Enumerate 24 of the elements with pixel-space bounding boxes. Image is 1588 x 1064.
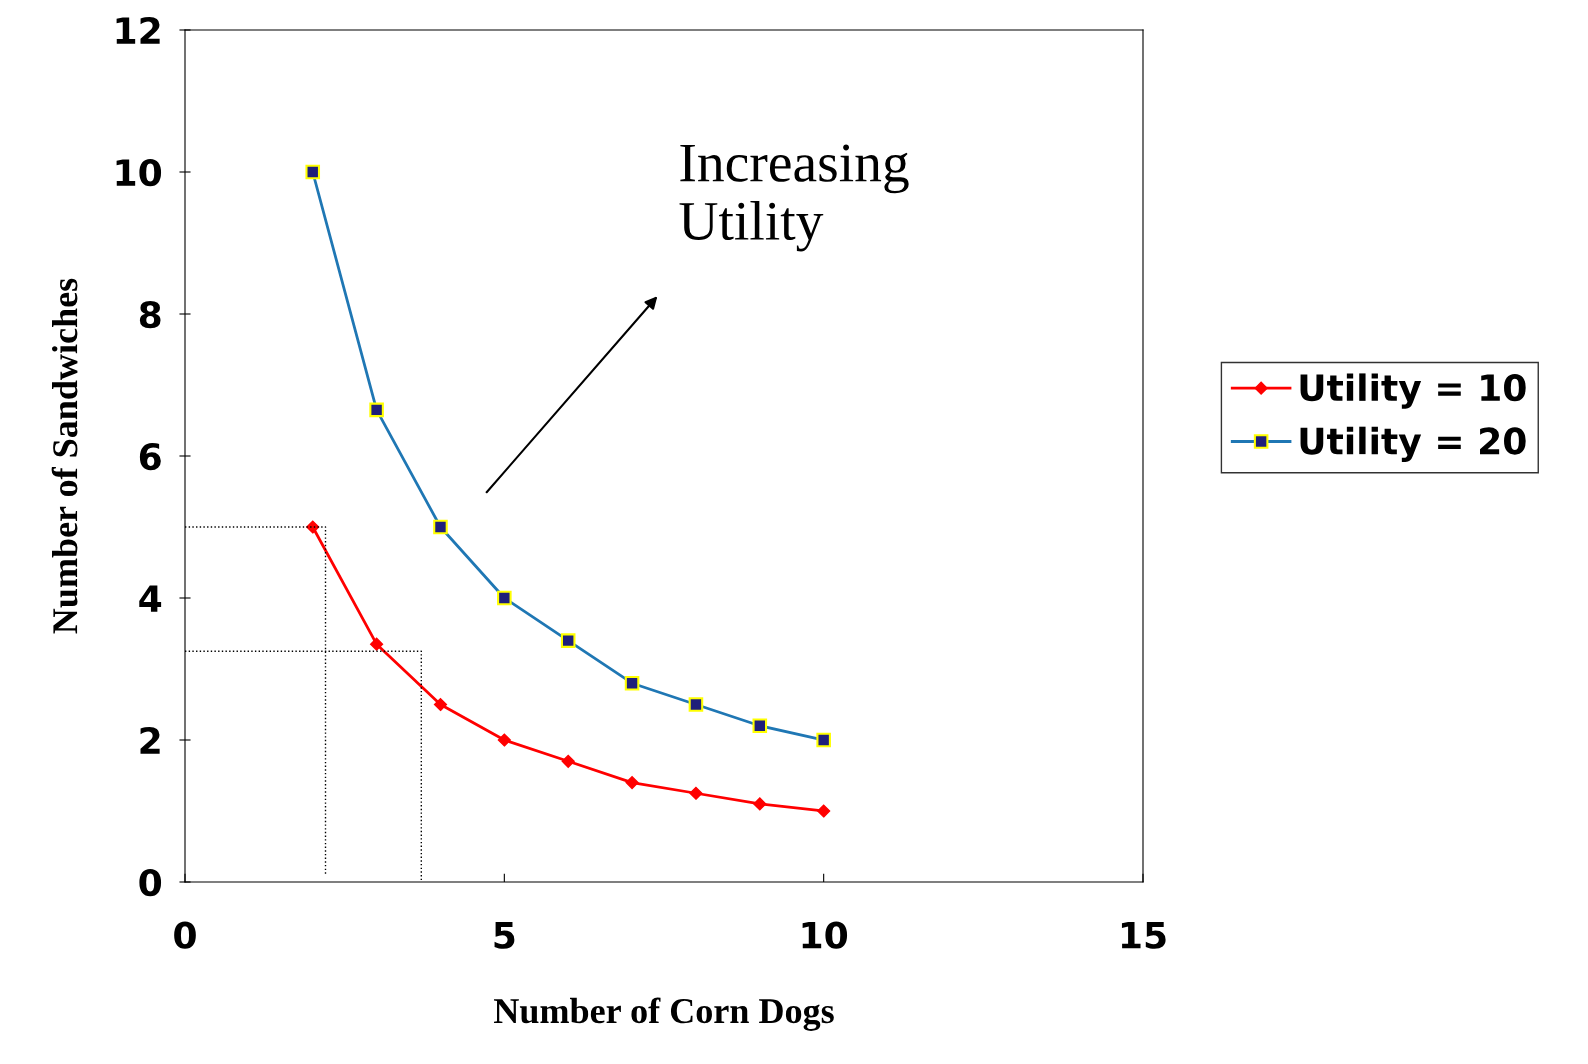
x-tick-label: 5 bbox=[494, 922, 515, 949]
y-tick-label: 0 bbox=[139, 868, 162, 897]
point bbox=[370, 637, 384, 651]
x-tick-label: 15 bbox=[1121, 922, 1166, 949]
y-tick-label: 2 bbox=[140, 726, 160, 754]
y-axis-title: Number of Sandwiches bbox=[51, 278, 78, 634]
legend-label: Utility = 10 bbox=[1300, 373, 1526, 409]
point bbox=[753, 797, 767, 811]
y-tick-label: 6 bbox=[139, 442, 161, 471]
y-tick-label: 4 bbox=[139, 585, 162, 612]
point bbox=[625, 776, 639, 790]
point bbox=[497, 733, 511, 747]
legend-label: Utility = 20 bbox=[1300, 426, 1526, 462]
x-tick-label: 10 bbox=[802, 921, 848, 949]
y-tick-label: 12 bbox=[116, 16, 160, 44]
annotation: Increasing Utility bbox=[679, 144, 909, 252]
point bbox=[561, 754, 575, 768]
point bbox=[817, 804, 831, 818]
y-tick-label: 8 bbox=[139, 300, 161, 329]
x-tick-label: 0 bbox=[174, 921, 196, 949]
x-axis-title: Number of Corn Dogs bbox=[493, 997, 834, 1031]
y-tick-label: 10 bbox=[116, 158, 162, 187]
point bbox=[689, 786, 703, 800]
point bbox=[433, 697, 448, 712]
